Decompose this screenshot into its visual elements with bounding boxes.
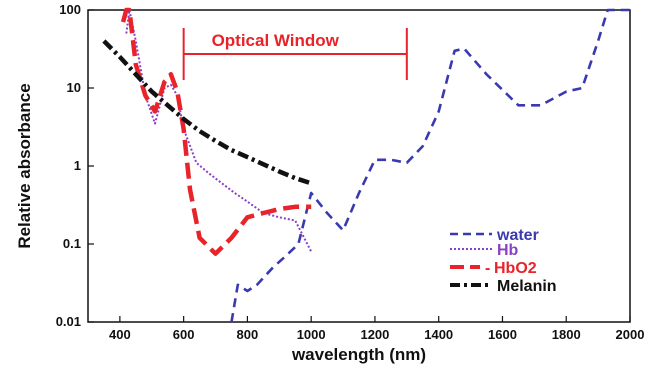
legend-label-hbo2-prefix: - [485,260,490,277]
x-tick-label: 2000 [616,327,645,342]
x-tick-label: 1000 [297,327,326,342]
series-line-melanin [102,39,312,186]
legend-label-hb: Hb [497,242,519,259]
y-tick-label: 0.1 [63,236,81,251]
x-tick-label: 1600 [488,327,517,342]
optical-window-annotation: Optical Window [182,28,408,80]
x-tick-label: 400 [109,327,131,342]
y-tick-label: 100 [59,2,81,17]
x-tick-label: 1200 [360,327,389,342]
legend-label-melanin: Melanin [497,278,557,295]
x-axis-label: wavelength (nm) [291,345,426,364]
legend-label-hbo2: HbO2 [494,260,537,277]
series-line-water [230,8,630,323]
series-layer [102,7,630,323]
y-axis-label: Relative absorbance [15,83,34,248]
legend: water Hb - HbO2 Melanin [450,227,557,295]
tick-layer: 400 600 800 1000 1200 1400 1600 1800 2000 0.01 0.1… [56,2,645,342]
legend-label-water: water [496,227,539,244]
x-tick-label: 600 [173,327,195,342]
plot-frame [87,9,631,323]
x-tick-label: 1400 [424,327,453,342]
x-tick-label: 800 [237,327,259,342]
optical-window-label: Optical Window [212,31,340,50]
y-tick-label: 0.01 [56,314,81,329]
series-line-hbo2 [120,7,312,256]
x-tick-label: 1800 [552,327,581,342]
y-tick-label: 10 [67,80,81,95]
y-tick-label: 1 [74,158,81,173]
